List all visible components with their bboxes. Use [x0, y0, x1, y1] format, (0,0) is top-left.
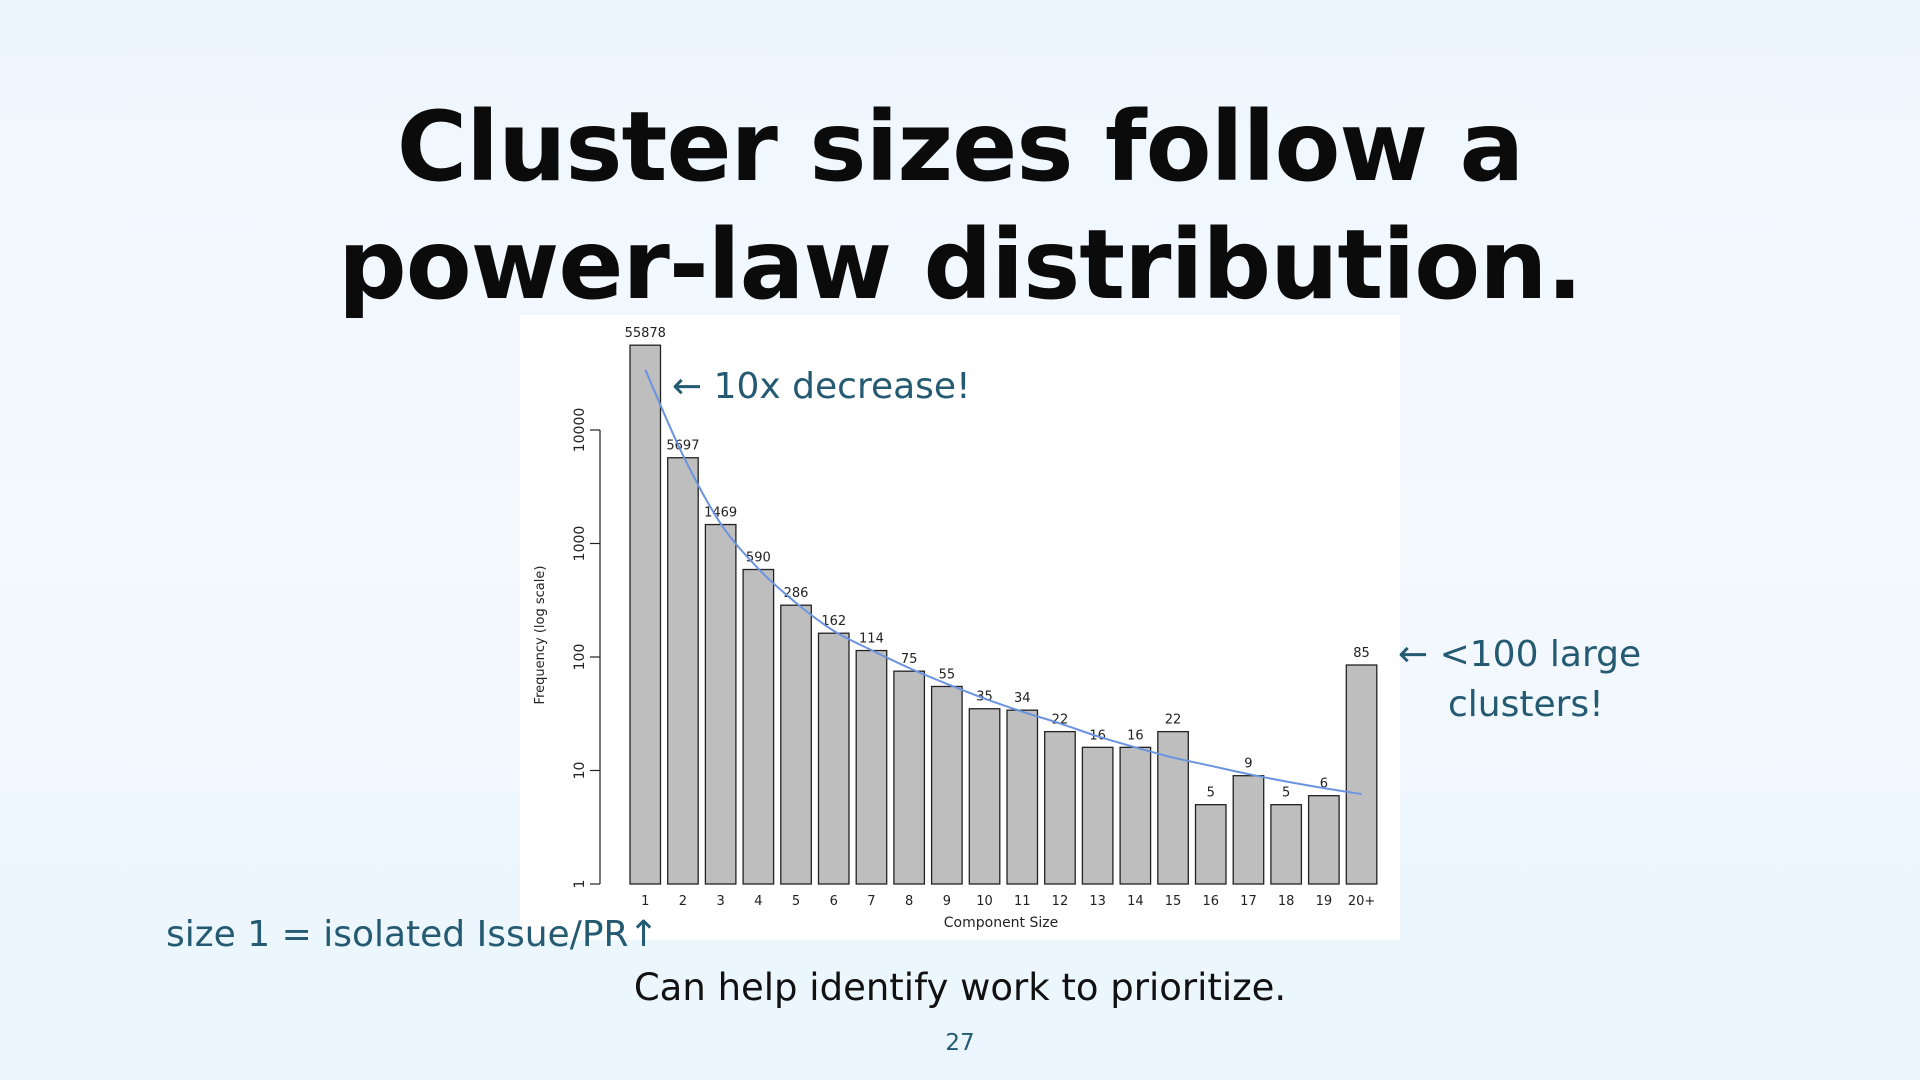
- bar: [1307, 795, 1340, 885]
- bar-value-label: 5: [1282, 786, 1290, 801]
- y-tick-label: 1000: [572, 526, 588, 562]
- bar-value-label: 85: [1353, 646, 1370, 661]
- annotation-large-clusters-line1: ← <100 large: [1398, 634, 1642, 675]
- bar: [1232, 775, 1265, 885]
- y-axis-label: Frequency (log scale): [533, 566, 548, 705]
- y-tick-label: 10000: [572, 408, 588, 453]
- bar: [817, 632, 850, 885]
- bar: [704, 523, 737, 885]
- annotation-large-clusters: ← <100 large clusters!: [1398, 630, 1641, 730]
- x-tick-label: 9: [943, 894, 951, 909]
- y-tick-label: 100: [572, 644, 588, 671]
- x-tick-label: 13: [1089, 894, 1106, 909]
- bar: [930, 685, 963, 885]
- bar-value-label: 5: [1207, 786, 1215, 801]
- x-axis-label: Component Size: [944, 915, 1058, 931]
- annotation-decrease: ← 10x decrease!: [672, 366, 971, 407]
- bar-value-label: 114: [859, 632, 884, 647]
- bar: [1044, 730, 1076, 885]
- slide-title: Cluster sizes follow a power-law distrib…: [0, 88, 1920, 324]
- bar: [629, 344, 662, 885]
- x-tick-label: 12: [1052, 894, 1069, 909]
- x-tick-label: 20+: [1348, 894, 1375, 909]
- bar-value-label: 9: [1244, 757, 1252, 772]
- bar: [667, 457, 699, 885]
- bar: [1081, 746, 1114, 885]
- x-tick-label: 4: [754, 894, 762, 909]
- x-tick-label: 10: [976, 894, 993, 909]
- y-tick-label: 1: [572, 880, 588, 889]
- bar: [893, 670, 926, 885]
- bar-value-label: 34: [1014, 691, 1031, 706]
- bar: [780, 604, 812, 885]
- x-tick-label: 11: [1014, 894, 1031, 909]
- annotation-size-one: size 1 = isolated Issue/PR↑: [166, 914, 659, 955]
- bar: [1270, 804, 1303, 885]
- bar-value-label: 75: [901, 652, 918, 667]
- x-tick-label: 2: [679, 894, 687, 909]
- x-tick-label: 3: [717, 894, 725, 909]
- bar-value-label: 55878: [625, 326, 666, 341]
- slide-title-line1: Cluster sizes follow a: [396, 91, 1525, 203]
- bar-value-label: 286: [784, 586, 809, 601]
- slide-title-line2: power-law distribution.: [338, 209, 1583, 321]
- bar: [1194, 804, 1227, 885]
- slide-caption: Can help identify work to prioritize.: [633, 966, 1287, 1009]
- annotation-large-clusters-line2: clusters!: [1448, 684, 1604, 725]
- bar-value-label: 1469: [704, 506, 737, 521]
- x-tick-label: 1: [641, 894, 649, 909]
- x-tick-label: 8: [905, 894, 913, 909]
- x-tick-label: 17: [1240, 894, 1257, 909]
- bar-value-label: 6: [1320, 777, 1328, 792]
- bar-value-label: 22: [1165, 713, 1182, 728]
- trend-line: [644, 369, 1362, 796]
- x-tick-label: 19: [1316, 894, 1333, 909]
- bar-value-label: 5697: [666, 439, 699, 454]
- bar: [742, 568, 775, 885]
- bar-value-label: 16: [1127, 728, 1144, 743]
- x-tick-label: 18: [1278, 894, 1295, 909]
- bar: [968, 708, 1001, 885]
- y-axis: 1 10 100 1000 10000: [572, 408, 601, 889]
- x-tick-label: 5: [792, 894, 800, 909]
- x-tick-label: 7: [867, 894, 875, 909]
- y-tick-label: 10: [572, 762, 588, 780]
- x-tick-label: 14: [1127, 894, 1144, 909]
- bar-value-label: 55: [939, 667, 956, 682]
- bar: [1119, 746, 1152, 885]
- bar-chart: 1 10 100 1000 10000 55878 5697 1469 590 286 162 11…: [520, 315, 1400, 940]
- x-tick-label: 16: [1202, 894, 1219, 909]
- x-tick-label: 15: [1165, 894, 1182, 909]
- bar: [1006, 709, 1039, 885]
- x-tick-label: 6: [830, 894, 838, 909]
- bar: [1345, 664, 1378, 885]
- x-tick-labels-group: 1 2 3 4 5 6 7 8 9 10 11 12 13 14 15 16 17 18 19 20+: [641, 894, 1375, 909]
- bar-value-label: 162: [821, 614, 846, 629]
- bar: [855, 649, 888, 885]
- bars-group: [629, 344, 1378, 885]
- page-number: 27: [945, 1030, 975, 1056]
